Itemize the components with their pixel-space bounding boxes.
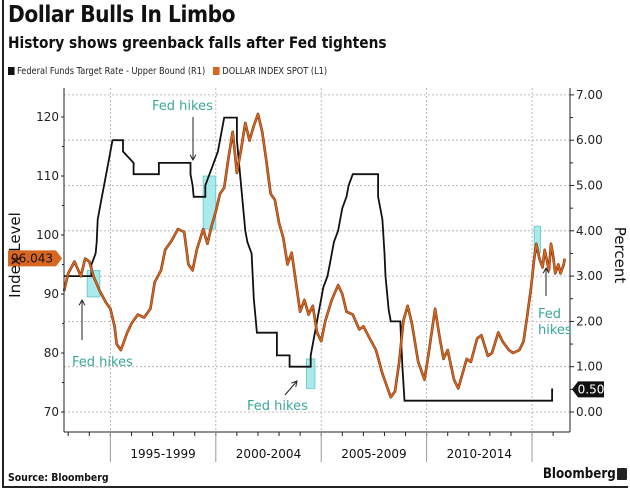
fed-hikes-label-line: hikes: [538, 323, 572, 338]
legend: Federal Funds Target Rate - Upper Bound …: [8, 66, 327, 77]
arrow-head-icon: [78, 298, 86, 306]
last-value-dollar-index: 96.043: [8, 250, 62, 267]
period-label: 2000-2004: [236, 447, 301, 461]
legend-label-fed-funds: Federal Funds Target Rate - Upper Bound …: [17, 66, 206, 77]
right-tick-label: 2.00: [576, 314, 603, 328]
highlight-boxes: [86, 175, 541, 389]
period-label: 2010-2014: [447, 447, 512, 461]
arrow-head-icon: [291, 380, 298, 387]
legend-swatch-fed-funds: [8, 67, 15, 75]
fed-hikes-label-line: Fed: [538, 307, 561, 322]
period-label: 2005-2009: [341, 447, 406, 461]
series-line-fed-funds: [64, 116, 554, 402]
source-note: Source: Bloomberg: [8, 471, 109, 484]
brand-logo: Bloomberg: [543, 466, 616, 482]
period-label: 1995-1999: [130, 447, 195, 461]
fed-hikes-label: Fed hikes: [152, 99, 213, 114]
left-tick-label: 80: [44, 346, 59, 360]
right-tick-label: 0.00: [576, 405, 603, 419]
arrow-head-icon: [542, 266, 550, 274]
legend-label-dollar-index: DOLLAR INDEX SPOT (L1): [222, 66, 328, 77]
right-tick-label: 5.00: [576, 179, 603, 193]
left-tick-label: 70: [44, 405, 59, 419]
right-tick-label: 6.00: [576, 133, 603, 147]
chart-subtitle: History shows greenback falls after Fed …: [8, 33, 387, 52]
legend-item-fed-funds: Federal Funds Target Rate - Upper Bound …: [8, 66, 205, 77]
last-value-fed-funds-text: 0.50: [578, 382, 605, 396]
arrow-shaft: [284, 380, 298, 396]
right-tick-label: 7.00: [576, 88, 603, 102]
legend-item-dollar-index: DOLLAR INDEX SPOT (L1): [213, 66, 327, 77]
left-axis-title: Index Level: [6, 212, 24, 298]
last-value-dollar-index-bg: [8, 250, 62, 267]
left-tick-label: 110: [36, 169, 59, 183]
legend-swatch-dollar-index: [213, 67, 220, 75]
arrow-head-icon: [189, 154, 197, 162]
fed-hikes-label: Fed hikes: [538, 307, 572, 338]
highlight-box: [86, 269, 101, 298]
left-tick-label: 90: [44, 287, 59, 301]
right-tick-label: 3.00: [576, 269, 603, 283]
series-lines: [62, 112, 566, 402]
right-tick-label: 4.00: [576, 224, 603, 238]
last-value-dollar-index-text: 96.043: [11, 251, 53, 265]
axes: 70 80 90 100 110 120 0.00 1.00 2.00 3.00 4.00 5.00 6…: [8, 88, 604, 462]
left-tick-label: 100: [36, 228, 59, 242]
gridlines: [64, 88, 570, 432]
last-value-fed-funds-bg: [572, 381, 604, 398]
right-axis-title: Percent: [611, 227, 629, 284]
bloomberg-icon: [617, 468, 627, 480]
fed-hikes-label: Fed hikes: [247, 399, 308, 414]
fed-hikes-label: Fed hikes: [72, 355, 133, 370]
last-value-fed-funds: 0.50: [572, 381, 605, 398]
chart-title: Dollar Bulls In Limbo: [8, 2, 236, 28]
left-tick-label: 120: [36, 110, 59, 124]
right-tick-label: 1.00: [576, 360, 603, 374]
series-line-dollar-index: [63, 113, 566, 399]
